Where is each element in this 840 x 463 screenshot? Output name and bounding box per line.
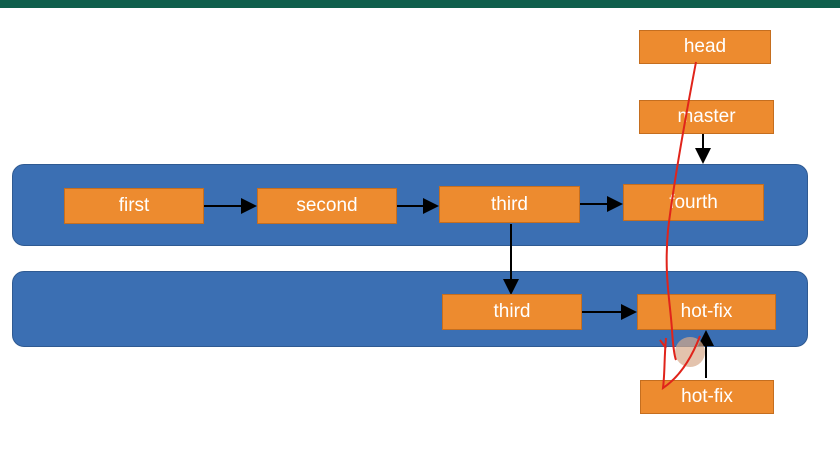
node-third-main: third bbox=[439, 186, 580, 223]
top-accent-bar bbox=[0, 0, 840, 8]
node-second: second bbox=[257, 188, 397, 224]
node-first: first bbox=[64, 188, 204, 224]
node-hotfix-branch: hot-fix bbox=[637, 294, 776, 330]
node-fourth: fourth bbox=[623, 184, 764, 221]
node-master: master bbox=[639, 100, 774, 134]
cursor-highlight bbox=[675, 337, 705, 367]
node-head: head bbox=[639, 30, 771, 64]
partial-logo-icon bbox=[812, 0, 832, 7]
node-third-branch: third bbox=[442, 294, 582, 330]
